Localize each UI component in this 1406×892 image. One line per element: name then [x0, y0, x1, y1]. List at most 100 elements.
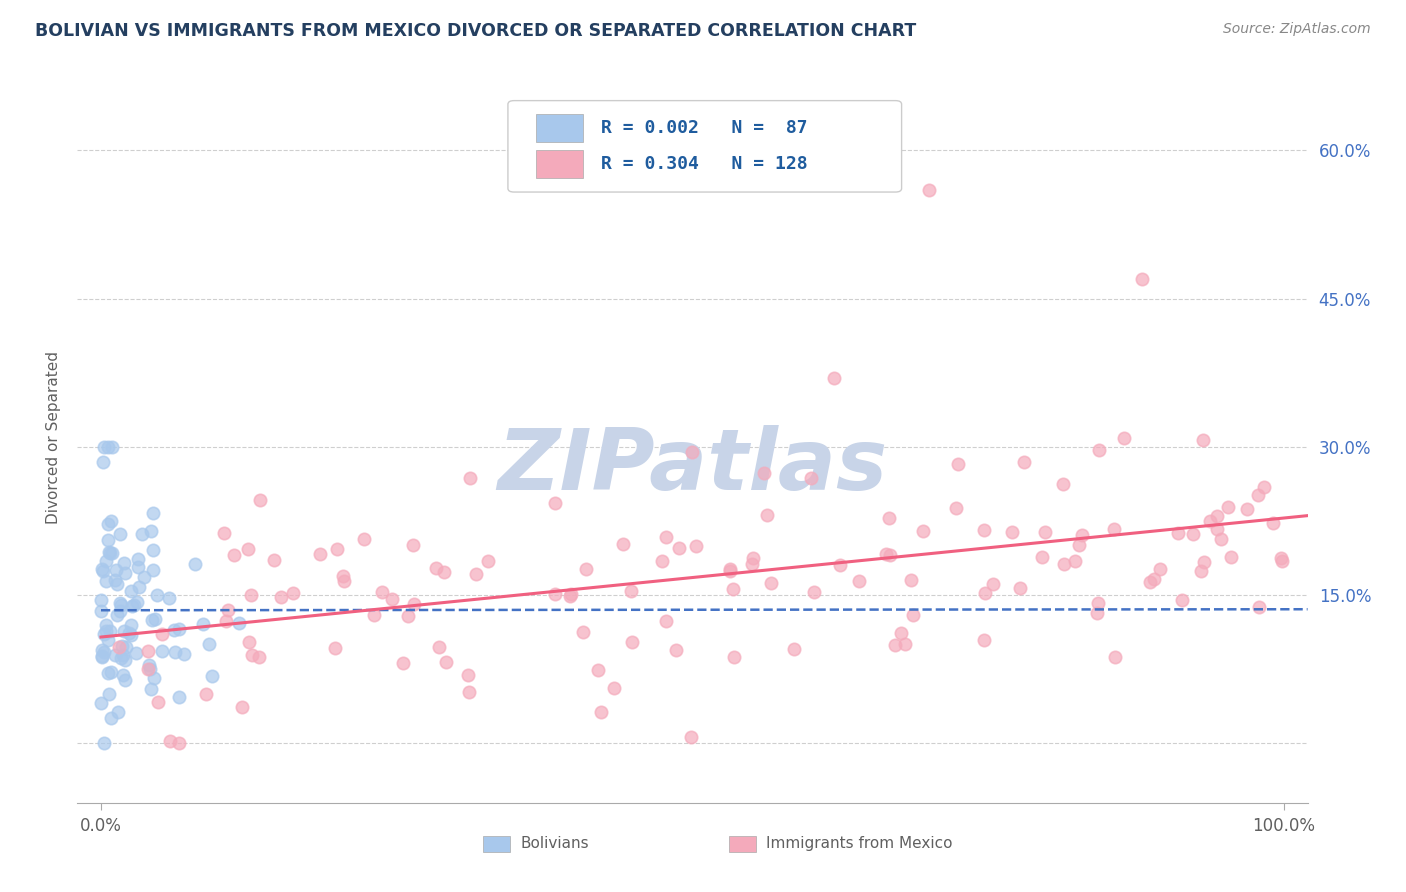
Point [1220, 549, 1243, 564]
Point [1192, 555, 1215, 569]
Point [163, 623, 186, 637]
Point [152, 644, 174, 658]
Point [651, 554, 673, 568]
Point [973, 632, 995, 647]
Point [104, 574, 127, 588]
Point [224, 548, 246, 562]
Point [141, 613, 163, 627]
Point [1033, 524, 1056, 539]
Point [575, 562, 598, 576]
Point [948, 457, 970, 471]
Point [1031, 549, 1053, 564]
Point [142, 506, 165, 520]
Point [620, 584, 643, 599]
Point [159, 734, 181, 748]
Point [249, 492, 271, 507]
Point [111, 639, 134, 653]
Point [1112, 431, 1135, 445]
Point [544, 495, 567, 509]
Point [1167, 526, 1189, 541]
Point [1071, 527, 1094, 541]
Point [589, 705, 612, 719]
Point [138, 657, 160, 672]
Point [741, 551, 763, 566]
Point [1253, 480, 1275, 494]
Point [1209, 533, 1232, 547]
Point [139, 524, 162, 538]
Point [402, 597, 425, 611]
Point [1170, 593, 1192, 607]
Point [98, 624, 121, 639]
FancyBboxPatch shape [536, 151, 583, 178]
Point [143, 612, 166, 626]
Point [1271, 554, 1294, 568]
Point [1247, 488, 1270, 502]
Point [100, 711, 122, 725]
Point [894, 637, 917, 651]
Point [1087, 595, 1109, 609]
Point [1236, 502, 1258, 516]
Point [783, 642, 806, 657]
Point [371, 585, 394, 599]
Point [603, 681, 626, 696]
Point [127, 552, 149, 566]
Point [884, 638, 907, 652]
Point [572, 625, 595, 640]
Point [198, 636, 221, 650]
Point [381, 592, 404, 607]
Point [96, 554, 118, 568]
Point [110, 651, 132, 665]
Point [402, 538, 425, 552]
Point [721, 582, 744, 597]
Point [1010, 581, 1032, 595]
Point [100, 514, 122, 528]
Point [918, 183, 941, 197]
Point [100, 440, 122, 454]
Point [679, 730, 702, 744]
Point [112, 624, 135, 638]
Point [465, 567, 488, 582]
Point [98, 546, 121, 560]
Point [201, 669, 224, 683]
Point [903, 607, 925, 622]
Point [425, 561, 447, 575]
Point [752, 467, 775, 481]
Point [875, 547, 897, 561]
FancyBboxPatch shape [508, 101, 901, 192]
Point [828, 558, 851, 572]
Point [1189, 564, 1212, 578]
Point [1205, 508, 1227, 523]
Point [114, 653, 136, 667]
Point [1205, 522, 1227, 536]
Point [94, 574, 117, 588]
Point [755, 508, 778, 522]
Point [120, 583, 142, 598]
Point [97, 545, 120, 559]
Point [93, 736, 115, 750]
Point [332, 568, 354, 582]
Point [477, 554, 499, 568]
Point [326, 542, 349, 557]
Point [458, 684, 481, 698]
Point [91, 650, 114, 665]
Point [231, 700, 253, 714]
Point [458, 471, 481, 485]
Point [108, 527, 131, 541]
Point [110, 598, 132, 612]
Point [1270, 550, 1292, 565]
Point [945, 500, 967, 515]
Text: R = 0.304   N = 128: R = 0.304 N = 128 [602, 155, 808, 173]
Point [94, 618, 117, 632]
Point [183, 557, 205, 571]
Point [191, 616, 214, 631]
Point [718, 562, 741, 576]
Point [1181, 527, 1204, 541]
Point [108, 596, 131, 610]
Point [1130, 272, 1153, 286]
Point [122, 598, 145, 612]
Text: BOLIVIAN VS IMMIGRANTS FROM MEXICO DIVORCED OR SEPARATED CORRELATION CHART: BOLIVIAN VS IMMIGRANTS FROM MEXICO DIVOR… [35, 22, 917, 40]
Point [238, 635, 260, 649]
Point [973, 523, 995, 537]
Point [1199, 515, 1222, 529]
Point [240, 648, 263, 662]
